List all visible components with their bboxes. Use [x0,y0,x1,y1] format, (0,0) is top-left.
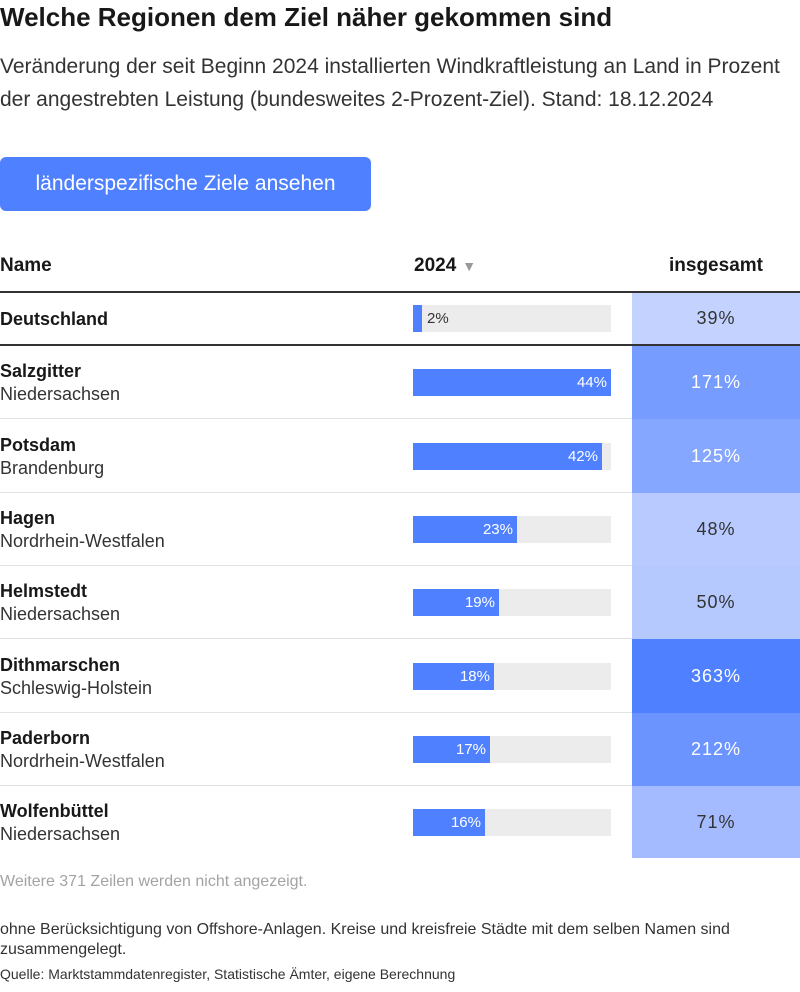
bar-2024 [413,663,494,690]
region-name: Wolfenbüttel [0,801,109,821]
bar-value-label: 23% [482,521,513,538]
state-name: Schleswig-Holstein [0,678,153,698]
more-rows-note: Weitere 371 Zeilen werden nicht angezeig… [0,873,308,890]
state-name: Niedersachsen [0,384,121,404]
state-name: Nordrhein-Westfalen [0,531,165,551]
summary-rule [0,344,800,346]
region-cell: Paderborn Nordrhein-Westfalen [0,726,165,773]
table-row: Dithmarschen Schleswig-Holstein 18% 363% [0,639,800,713]
column-header-total[interactable]: insgesamt [669,255,763,276]
column-header-name[interactable]: Name [0,255,52,276]
bar-value-label: 2% [427,310,449,327]
region-name: Potsdam [0,435,77,455]
bar-2024 [413,305,422,332]
bar-value-label: 18% [459,668,490,685]
total-cell: 125% [632,419,800,493]
region-cell: Helmstedt Niedersachsen [0,579,120,626]
chart-description: Veränderung der seit Beginn 2024 install… [0,55,780,111]
state-name: Niedersachsen [0,604,121,624]
bar-value-label: 17% [455,741,486,758]
total-cell: 71% [632,786,800,858]
sort-descending-icon: ▼ [462,258,477,274]
region-name: Deutschland [0,309,109,329]
bar-track: 17% [413,736,611,763]
total-cell: 212% [632,713,800,786]
table-row: Paderborn Nordrhein-Westfalen 17% 212% [0,713,800,786]
table-row: Potsdam Brandenburg 42% 125% [0,419,800,493]
row-divider [0,492,632,493]
bar-track: 18% [413,663,611,690]
state-targets-button[interactable]: länderspezifische Ziele ansehen [0,157,371,211]
bar-2024 [413,589,499,616]
bar-track: 42% [413,443,611,470]
total-cell: 39% [632,293,800,344]
row-divider [0,712,632,713]
table-row: Deutschland 2% 39% [0,293,800,344]
state-name: Nordrhein-Westfalen [0,751,165,771]
bar-track: 2% [413,305,611,332]
bar-value-label: 19% [464,594,495,611]
bar-track: 44% [413,369,611,396]
region-cell: Salzgitter Niedersachsen [0,359,120,406]
total-cell: 363% [632,639,800,713]
bar-2024 [413,736,490,763]
bar-2024 [413,809,485,836]
table-row: Wolfenbüttel Niedersachsen 16% 71% [0,786,800,858]
total-cell: 171% [632,346,800,419]
column-header-2024[interactable]: 2024 ▼ [414,255,476,277]
table-row: Helmstedt Niedersachsen 19% 50% [0,566,800,639]
state-name: Brandenburg [0,458,105,478]
bar-track: 16% [413,809,611,836]
row-divider [0,638,632,639]
bar-value-label: 16% [450,814,481,831]
bar-track: 19% [413,589,611,616]
region-name: Hagen [0,508,56,528]
total-cell: 48% [632,493,800,566]
region-cell: Dithmarschen Schleswig-Holstein [0,653,152,700]
region-cell: Hagen Nordrhein-Westfalen [0,506,165,553]
header-rule [0,291,800,293]
bar-2024 [413,443,602,470]
total-cell: 50% [632,566,800,639]
region-name: Dithmarschen [0,655,121,675]
source-line: Quelle: Marktstammdatenregister, Statist… [0,966,456,982]
column-header-2024-label: 2024 [414,255,457,276]
bar-track: 23% [413,516,611,543]
region-name: Paderborn [0,728,91,748]
region-cell: Wolfenbüttel Niedersachsen [0,799,120,846]
table-row: Hagen Nordrhein-Westfalen 23% 48% [0,493,800,566]
bar-2024 [413,516,517,543]
page-title: Welche Regionen dem Ziel näher gekommen … [0,2,613,32]
region-cell: Potsdam Brandenburg [0,433,104,480]
table-row: Salzgitter Niedersachsen 44% 171% [0,346,800,419]
row-divider [0,785,632,786]
bar-value-label: 42% [567,448,598,465]
footnote: ohne Berücksichtigung von Offshore-Anlag… [0,921,730,958]
region-name: Helmstedt [0,581,88,601]
region-name: Salzgitter [0,361,82,381]
row-divider [0,418,632,419]
bar-2024 [413,369,611,396]
bar-value-label: 44% [576,374,607,391]
region-cell: Deutschland [0,307,108,331]
row-divider [0,565,632,566]
state-name: Niedersachsen [0,824,121,844]
